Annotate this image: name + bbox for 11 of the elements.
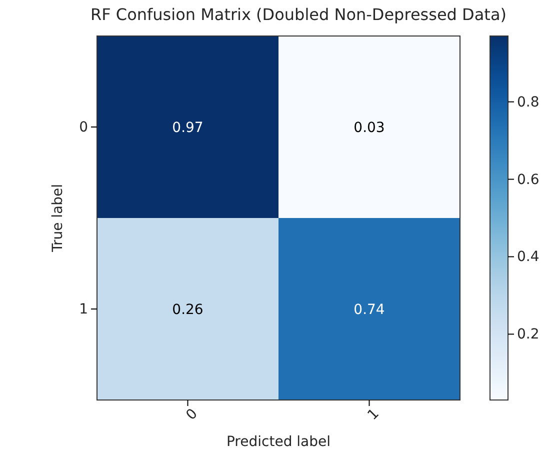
data-label: 0.97 [172, 120, 204, 136]
color-bar-label: 0.6 [517, 172, 540, 188]
data-label: 0.74 [354, 302, 385, 318]
color-bar-label: 0.8 [517, 94, 540, 110]
color-bar-label: 0.2 [517, 326, 540, 343]
data-label: 0.03 [354, 120, 385, 136]
y-axis-title: True label [50, 184, 66, 254]
data-label: 0.26 [172, 302, 204, 318]
x-axis-title: Predicted label [226, 434, 331, 450]
chart-title: RF Confusion Matrix (Doubled Non-Depressed Data) [90, 5, 506, 24]
color-bar-label: 0.4 [517, 249, 540, 266]
